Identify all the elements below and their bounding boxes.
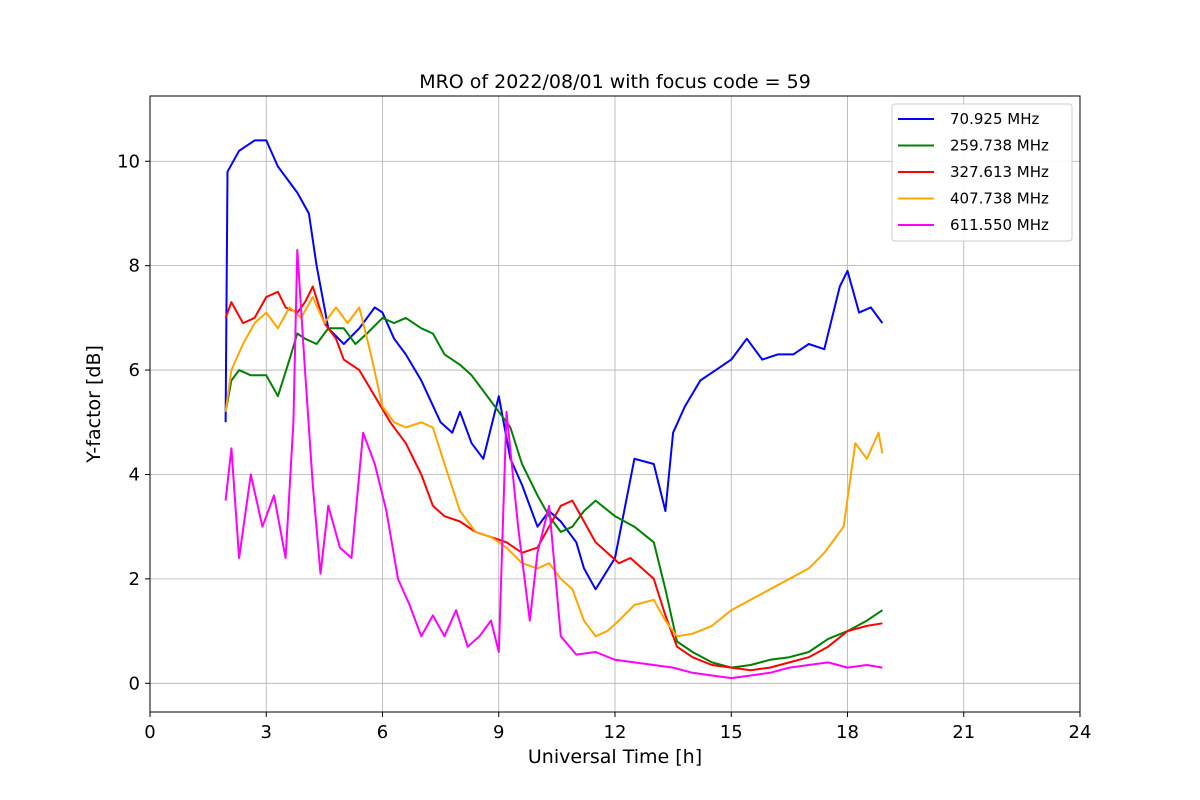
y-tick-label: 0 (129, 673, 140, 694)
y-tick-label: 4 (129, 464, 140, 485)
legend-label-1: 259.738 MHz (950, 137, 1049, 155)
legend-label-4: 611.550 MHz (950, 216, 1049, 234)
chart-title: MRO of 2022/08/01 with focus code = 59 (419, 71, 811, 93)
series-line-3 (224, 296, 884, 638)
x-tick-label: 9 (493, 722, 504, 743)
x-tick-label: 6 (377, 722, 388, 743)
y-axis-label: Y-factor [dB] (83, 345, 105, 464)
y-tick-label: 8 (129, 256, 140, 277)
x-tick-label: 18 (836, 722, 859, 743)
x-tick-label: 12 (604, 722, 627, 743)
legend-label-0: 70.925 MHz (950, 110, 1039, 128)
legend: 70.925 MHz 259.738 MHz 327.613 MHz 407.738 … (891, 103, 1073, 242)
x-tick-label: 21 (952, 722, 975, 743)
series-lines (224, 139, 884, 680)
legend-box (891, 103, 1073, 242)
series-line-4 (224, 249, 883, 680)
x-axis-label: Universal Time [h] (528, 746, 702, 768)
x-tick-label: 0 (144, 722, 155, 743)
x-tick-label: 15 (720, 722, 743, 743)
x-tick-label: 3 (261, 722, 272, 743)
legend-label-3: 407.738 MHz (950, 190, 1049, 208)
legend-label-2: 327.613 MHz (950, 163, 1049, 181)
y-tick-label: 10 (117, 151, 140, 172)
y-tick-label: 6 (129, 360, 140, 381)
x-tick-label: 24 (1069, 722, 1092, 743)
series-line-0 (224, 139, 884, 591)
y-tick-label: 2 (129, 569, 140, 590)
